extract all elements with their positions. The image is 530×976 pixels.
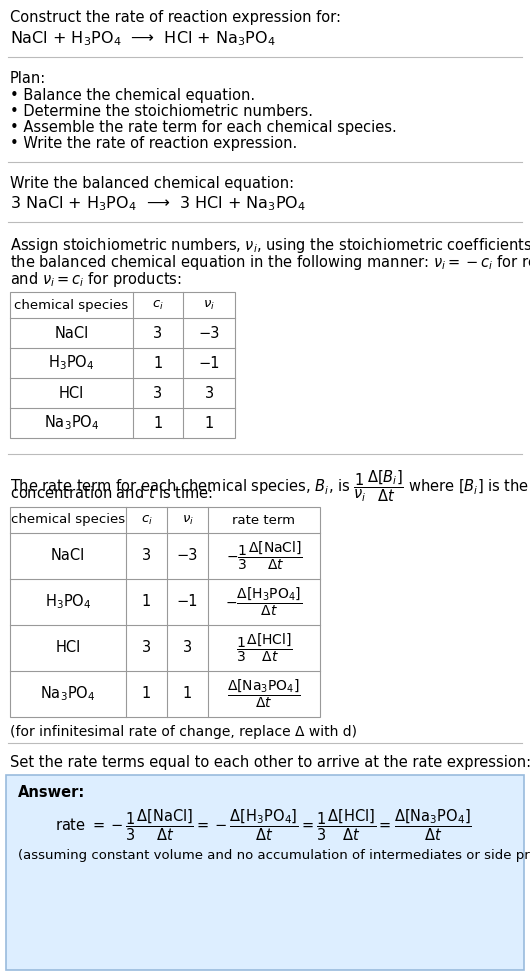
Text: HCl: HCl bbox=[59, 386, 84, 400]
Text: 3: 3 bbox=[142, 549, 151, 563]
Text: NaCl + H$_3$PO$_4$  ⟶  HCl + Na$_3$PO$_4$: NaCl + H$_3$PO$_4$ ⟶ HCl + Na$_3$PO$_4$ bbox=[10, 29, 276, 48]
Text: 3: 3 bbox=[154, 386, 163, 400]
FancyBboxPatch shape bbox=[6, 775, 524, 970]
Text: 3: 3 bbox=[154, 326, 163, 341]
Text: • Balance the chemical equation.: • Balance the chemical equation. bbox=[10, 88, 255, 103]
Text: rate $= -\dfrac{1}{3}\dfrac{\Delta[\mathrm{NaCl}]}{\Delta t} = -\dfrac{\Delta[\m: rate $= -\dfrac{1}{3}\dfrac{\Delta[\math… bbox=[55, 807, 472, 842]
Text: $c_i$: $c_i$ bbox=[152, 299, 164, 311]
Text: Assign stoichiometric numbers, $\nu_i$, using the stoichiometric coefficients, $: Assign stoichiometric numbers, $\nu_i$, … bbox=[10, 236, 530, 255]
Text: Construct the rate of reaction expression for:: Construct the rate of reaction expressio… bbox=[10, 10, 341, 25]
Text: and $\nu_i = c_i$ for products:: and $\nu_i = c_i$ for products: bbox=[10, 270, 182, 289]
Text: H$_3$PO$_4$: H$_3$PO$_4$ bbox=[48, 353, 95, 373]
Text: 1: 1 bbox=[183, 686, 192, 702]
Text: −1: −1 bbox=[176, 594, 198, 609]
Text: (assuming constant volume and no accumulation of intermediates or side products): (assuming constant volume and no accumul… bbox=[18, 849, 530, 862]
Text: H$_3$PO$_4$: H$_3$PO$_4$ bbox=[45, 592, 91, 611]
Text: −1: −1 bbox=[198, 355, 220, 371]
Text: Answer:: Answer: bbox=[18, 785, 85, 800]
Text: • Determine the stoichiometric numbers.: • Determine the stoichiometric numbers. bbox=[10, 104, 313, 119]
Text: 1: 1 bbox=[153, 416, 163, 430]
Bar bbox=[10, 292, 235, 438]
Text: $\nu_i$: $\nu_i$ bbox=[182, 513, 193, 526]
Text: $\nu_i$: $\nu_i$ bbox=[203, 299, 215, 311]
Bar bbox=[10, 507, 320, 717]
Text: the balanced chemical equation in the following manner: $\nu_i = -c_i$ for react: the balanced chemical equation in the fo… bbox=[10, 253, 530, 272]
Text: • Write the rate of reaction expression.: • Write the rate of reaction expression. bbox=[10, 136, 297, 151]
Text: 3: 3 bbox=[142, 640, 151, 656]
Text: −3: −3 bbox=[198, 326, 220, 341]
Text: 1: 1 bbox=[205, 416, 214, 430]
Text: −3: −3 bbox=[177, 549, 198, 563]
Text: Na$_3$PO$_4$: Na$_3$PO$_4$ bbox=[44, 414, 99, 432]
Text: • Assemble the rate term for each chemical species.: • Assemble the rate term for each chemic… bbox=[10, 120, 397, 135]
Text: $c_i$: $c_i$ bbox=[140, 513, 153, 526]
Text: $-\dfrac{1}{3}\dfrac{\Delta[\mathrm{NaCl}]}{\Delta t}$: $-\dfrac{1}{3}\dfrac{\Delta[\mathrm{NaCl… bbox=[226, 540, 303, 572]
Text: concentration and $t$ is time:: concentration and $t$ is time: bbox=[10, 485, 213, 501]
Text: HCl: HCl bbox=[55, 640, 81, 656]
Text: $\dfrac{\Delta[\mathrm{Na_3PO_4}]}{\Delta t}$: $\dfrac{\Delta[\mathrm{Na_3PO_4}]}{\Delt… bbox=[227, 677, 301, 711]
Text: Na$_3$PO$_4$: Na$_3$PO$_4$ bbox=[40, 684, 96, 704]
Text: (for infinitesimal rate of change, replace Δ with d): (for infinitesimal rate of change, repla… bbox=[10, 725, 357, 739]
Text: chemical species: chemical species bbox=[11, 513, 125, 526]
Text: 3: 3 bbox=[205, 386, 214, 400]
Text: NaCl: NaCl bbox=[51, 549, 85, 563]
Text: $\dfrac{1}{3}\dfrac{\Delta[\mathrm{HCl}]}{\Delta t}$: $\dfrac{1}{3}\dfrac{\Delta[\mathrm{HCl}]… bbox=[235, 631, 293, 665]
Text: 1: 1 bbox=[153, 355, 163, 371]
Text: The rate term for each chemical species, $B_i$, is $\dfrac{1}{\nu_i}\dfrac{\Delt: The rate term for each chemical species,… bbox=[10, 468, 530, 504]
Text: 1: 1 bbox=[142, 686, 151, 702]
Text: 3: 3 bbox=[183, 640, 192, 656]
Text: Set the rate terms equal to each other to arrive at the rate expression:: Set the rate terms equal to each other t… bbox=[10, 755, 530, 770]
Text: chemical species: chemical species bbox=[14, 299, 129, 311]
Text: NaCl: NaCl bbox=[55, 326, 89, 341]
Text: rate term: rate term bbox=[233, 513, 296, 526]
Text: $-\dfrac{\Delta[\mathrm{H_3PO_4}]}{\Delta t}$: $-\dfrac{\Delta[\mathrm{H_3PO_4}]}{\Delt… bbox=[225, 586, 303, 618]
Text: 1: 1 bbox=[142, 594, 151, 609]
Text: 3 NaCl + H$_3$PO$_4$  ⟶  3 HCl + Na$_3$PO$_4$: 3 NaCl + H$_3$PO$_4$ ⟶ 3 HCl + Na$_3$PO$… bbox=[10, 194, 306, 213]
Text: Plan:: Plan: bbox=[10, 71, 46, 86]
Text: Write the balanced chemical equation:: Write the balanced chemical equation: bbox=[10, 176, 294, 191]
